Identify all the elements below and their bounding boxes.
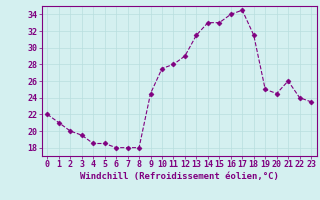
X-axis label: Windchill (Refroidissement éolien,°C): Windchill (Refroidissement éolien,°C) (80, 172, 279, 181)
